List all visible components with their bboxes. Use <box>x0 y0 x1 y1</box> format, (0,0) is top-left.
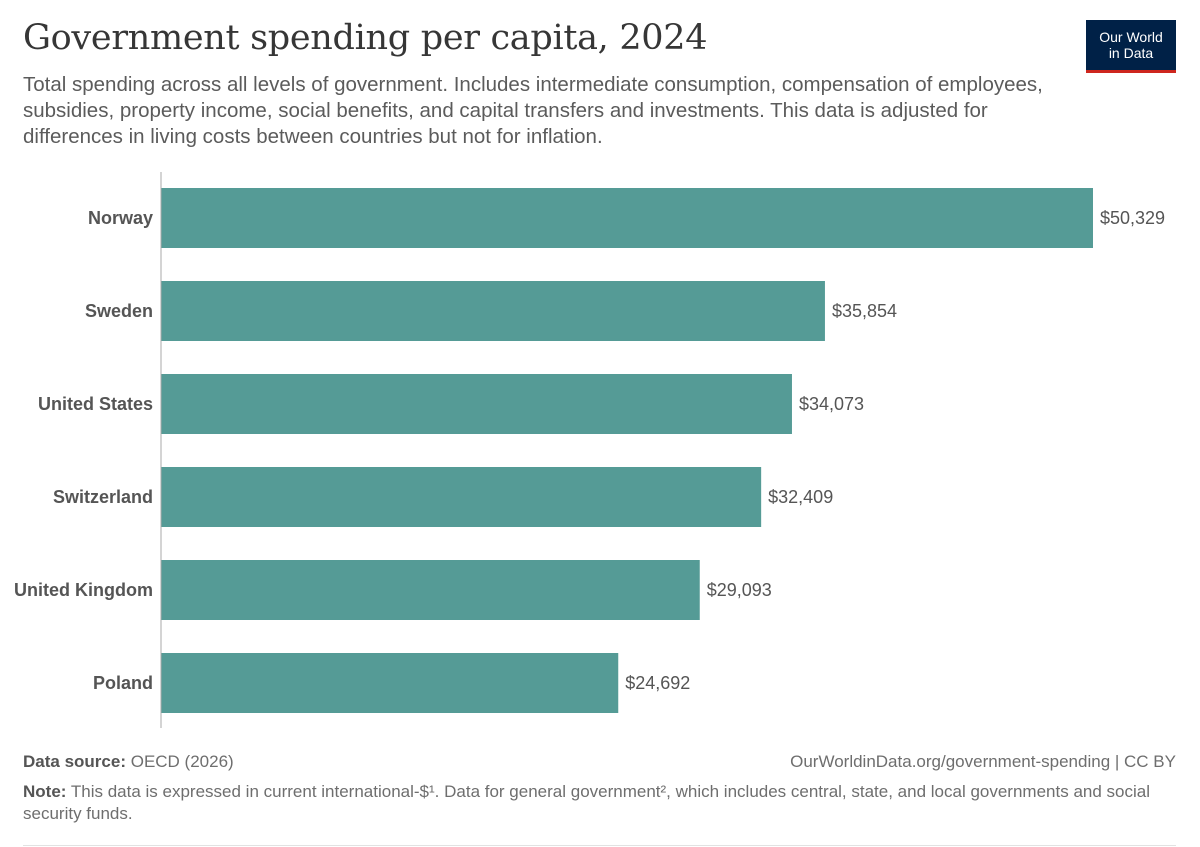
bar-norway[interactable] <box>161 188 1093 248</box>
value-label-switzerland: $32,409 <box>768 487 833 507</box>
value-label-poland: $24,692 <box>625 673 690 693</box>
data-source: Data source: OECD (2026) <box>23 752 1176 772</box>
logo-line-2: in Data <box>1108 45 1154 61</box>
category-label-poland: Poland <box>93 673 153 693</box>
separator: | <box>1114 752 1125 771</box>
bar-united-states[interactable] <box>161 374 792 434</box>
chart-note: Note: This data is expressed in current … <box>23 781 1176 825</box>
license-link[interactable]: CC BY <box>1124 752 1176 771</box>
owid-logo[interactable]: Our World in Data <box>1086 20 1176 73</box>
category-label-united-kingdom: United Kingdom <box>14 580 153 600</box>
footer-divider <box>23 845 1176 846</box>
bar-switzerland[interactable] <box>161 467 762 527</box>
logo-line-1: Our World <box>1099 29 1163 45</box>
value-label-united-states: $34,073 <box>799 394 864 414</box>
attribution: OurWorldinData.org/government-spending |… <box>790 752 1176 772</box>
value-label-sweden: $35,854 <box>832 301 897 321</box>
note-text: This data is expressed in current intern… <box>23 782 1150 823</box>
bar-poland[interactable] <box>161 653 619 713</box>
category-label-switzerland: Switzerland <box>53 487 153 507</box>
bar-sweden[interactable] <box>161 281 825 341</box>
source-url-link[interactable]: OurWorldinData.org/government-spending <box>790 752 1111 771</box>
data-source-label: Data source: <box>23 752 126 771</box>
note-label: Note: <box>23 782 67 801</box>
category-label-sweden: Sweden <box>85 301 153 321</box>
bar-chart: Norway $50,329 Sweden $35,854 United States $… <box>14 172 1165 728</box>
value-label-norway: $50,329 <box>1100 208 1165 228</box>
value-label-united-kingdom: $29,093 <box>707 580 772 600</box>
chart-title: Government spending per capita, 2024 <box>23 18 708 58</box>
bar-united-kingdom[interactable] <box>161 560 700 620</box>
category-label-norway: Norway <box>88 208 153 228</box>
data-source-text[interactable]: OECD (2026) <box>130 752 234 771</box>
chart-subtitle: Total spending across all levels of gove… <box>23 73 1043 148</box>
category-label-united-states: United States <box>38 394 153 414</box>
